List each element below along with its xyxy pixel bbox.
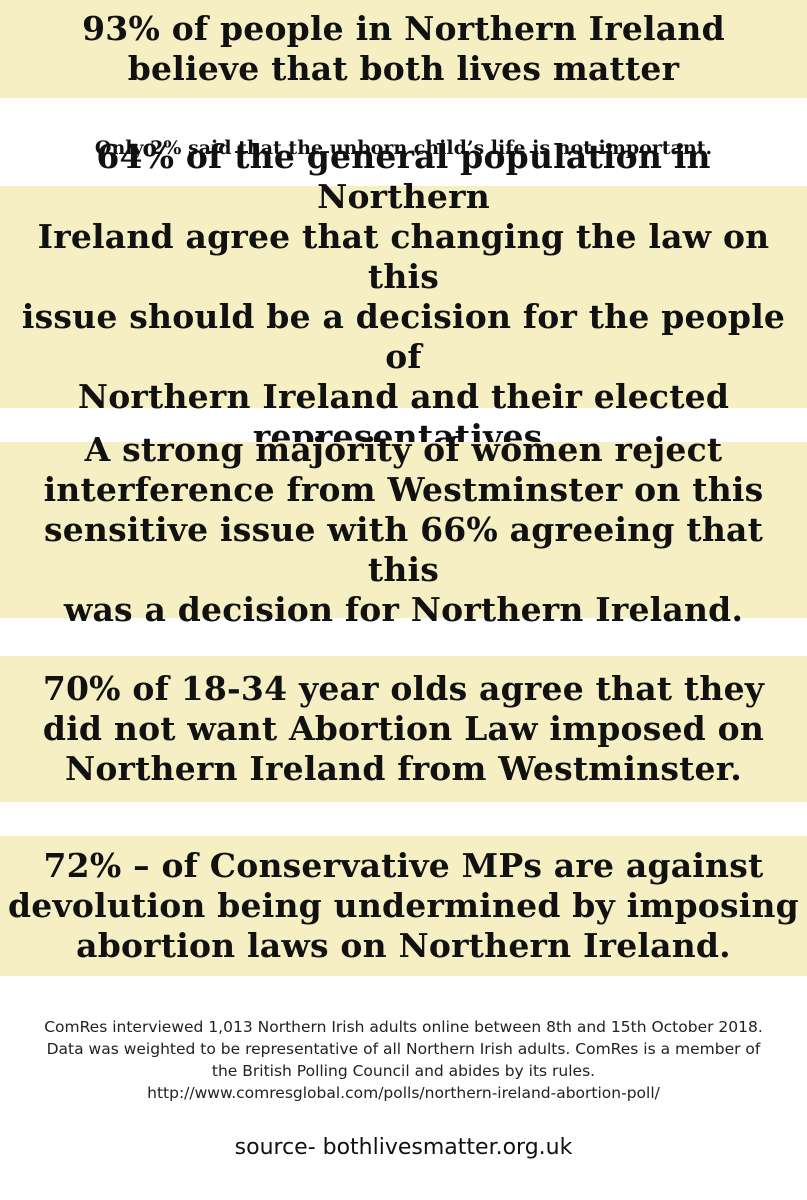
stat-both-lives-text: 93% of people in Northern Ireland believ… <box>82 9 725 88</box>
source-band: source- bothlivesmatter.org.uk <box>0 1130 807 1166</box>
stat-band-young-adults: 70% of 18-34 year olds agree that they d… <box>0 656 807 802</box>
stat-general-population-text: 64% of the general population in Norther… <box>21 137 786 456</box>
source-credit: source- bothlivesmatter.org.uk <box>234 1135 573 1160</box>
stat-women-text: A strong majority of women reject interf… <box>43 430 764 629</box>
methodology-footnote-band: ComRes interviewed 1,013 Northern Irish … <box>0 1012 807 1108</box>
stat-band-general-population: 64% of the general population in Norther… <box>0 137 807 456</box>
subtext-band: Only 2% said that the unborn child’s lif… <box>0 126 807 170</box>
methodology-footnote: ComRes interviewed 1,013 Northern Irish … <box>44 1018 763 1102</box>
stat-band-conservative-mps: 72% – of Conservative MPs are against de… <box>0 836 807 976</box>
stat-band-women: A strong majority of women reject interf… <box>0 430 807 629</box>
subtext-unborn-child: Only 2% said that the unborn child’s lif… <box>94 137 713 159</box>
stat-conservative-mps-text: 72% – of Conservative MPs are against de… <box>8 846 799 965</box>
stat-band-both-lives: 93% of people in Northern Ireland believ… <box>0 0 807 98</box>
stat-young-adults-text: 70% of 18-34 year olds agree that they d… <box>42 669 765 788</box>
